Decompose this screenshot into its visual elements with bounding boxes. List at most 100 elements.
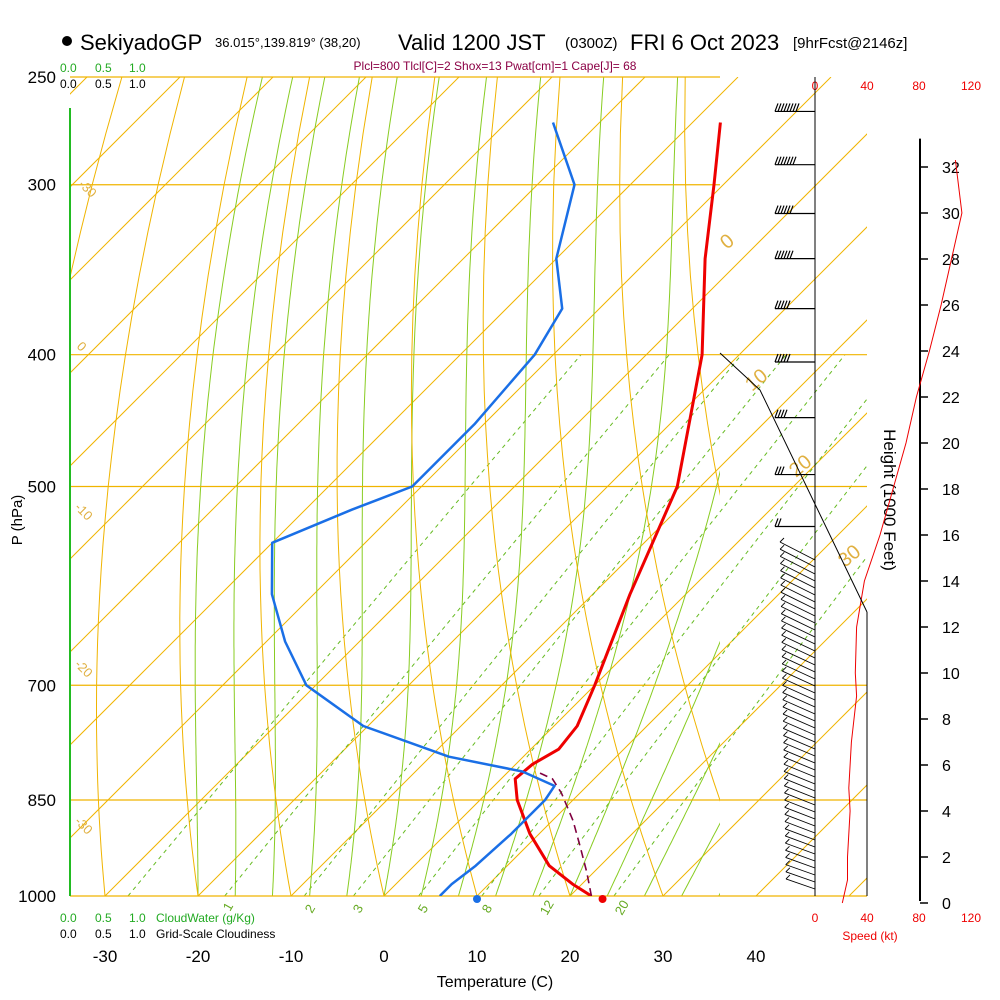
wind-barb-feather (783, 738, 788, 744)
cloudiness-tick-top: 0.0 (60, 77, 77, 91)
wind-barb-feather (779, 537, 785, 543)
moist-adiabat-line (383, 77, 440, 896)
temperature-trace (513, 122, 722, 896)
wind-barb-staff (785, 835, 816, 848)
dry-adiabat-line (552, 77, 664, 896)
wind-barb-feather (783, 731, 788, 736)
wind-barb-feather (780, 602, 786, 607)
surface-dewpoint-marker (473, 895, 481, 903)
station-coords: 36.015°,139.819° (38,20) (215, 35, 361, 50)
wind-barb-feather (782, 673, 787, 679)
moist-adiabat-line (457, 77, 542, 896)
wind-barb-feather (781, 638, 787, 643)
dry-adiabat-line (482, 77, 571, 896)
wind-barb-feather (777, 518, 782, 527)
wind-barb-feather (786, 353, 791, 363)
forecast-info: [9hrFcst@2146z] (793, 35, 907, 52)
dry-adiabat-line (684, 77, 720, 496)
wind-barb-staff (782, 684, 816, 701)
isotherm-line (476, 505, 867, 896)
wind-barb-feather (785, 838, 790, 844)
moist-adiabat-line (233, 77, 294, 896)
moist-adiabat-label: 30 (834, 541, 865, 572)
cloudiness-tick-top: 1.0 (129, 77, 146, 91)
wind-barb-feather (789, 103, 794, 112)
pressure-label: 400 (28, 346, 56, 365)
wind-barb-staff (785, 849, 816, 862)
wind-barb-feather (785, 853, 790, 858)
wind-barb-staff (780, 563, 816, 582)
wind-barb-feather (777, 156, 782, 165)
mixing-ratio-lines (127, 354, 867, 896)
cloudiness-tick-top: 0.5 (95, 77, 112, 91)
pressure-label: 1000 (18, 887, 56, 906)
dewpoint-trace (270, 122, 576, 896)
wind-barb-feather (780, 580, 786, 586)
cloudwater-tick-top: 1.0 (129, 61, 146, 75)
wind-barb-feather (783, 409, 788, 418)
wind-barb-feather (774, 103, 779, 112)
dry-adiabat-label: -30 (76, 177, 100, 201)
height-tick-label: 0 (942, 896, 951, 913)
wind-barb-staff (781, 613, 816, 631)
wind-barb-feather (783, 774, 789, 779)
wind-barb-feather (781, 645, 787, 650)
parcel-trace (536, 770, 593, 896)
cloudwater-tick-top: 0.5 (95, 61, 112, 75)
temperature-tick-label: -10 (279, 947, 304, 966)
wind-barb-feather (783, 767, 789, 772)
height-tick-label: 4 (942, 804, 951, 821)
pressure-label: 250 (28, 68, 56, 87)
wind-barb-feather (781, 630, 786, 636)
wind-barb-staff (780, 570, 816, 589)
wind-barb-feather (781, 623, 786, 629)
speed-tick-bottom: 40 (860, 911, 874, 925)
wind-barb-feather (782, 702, 788, 708)
dry-adiabat-line (96, 77, 185, 896)
height-tick-label: 20 (942, 436, 960, 453)
wind-barb-feather (783, 205, 788, 214)
moist-adiabat-line (194, 77, 263, 896)
wind-barb-feather (780, 566, 785, 571)
cloudiness-legend: Grid-Scale Cloudiness (156, 927, 275, 941)
wind-barb-staff (783, 735, 816, 750)
wind-barb-feather (782, 724, 788, 729)
wind-barb-staff (782, 713, 816, 729)
wind-barb-feather (785, 860, 791, 865)
pressure-label: 500 (28, 478, 56, 497)
panel-diagonal-edge (719, 352, 868, 613)
wind-barb-feather (781, 652, 787, 658)
wind-barb-staff (780, 591, 816, 610)
height-tick-label: 16 (942, 528, 960, 545)
pressure-axis-labels: 250 300 400 500 700 850 1000 (18, 68, 56, 906)
wind-barb-staff (785, 878, 816, 890)
wind-barb-feather (777, 250, 782, 259)
wind-barb-feather (783, 250, 788, 259)
wind-barb-feather (789, 250, 794, 259)
mixing-ratio-label: 12 (537, 897, 557, 917)
wind-barb-staff (780, 577, 816, 596)
dry-adiabat-label: -20 (72, 657, 96, 681)
wind-barb-feather (774, 353, 779, 363)
wind-barb-staff (779, 541, 816, 561)
moist-adiabat-line (346, 77, 398, 896)
wind-barb-staff (785, 857, 816, 869)
moist-adiabat-line (271, 77, 326, 896)
wind-barb-feather (792, 156, 797, 165)
temperature-tick-label: -20 (186, 947, 211, 966)
header: SekiyadoGP 36.015°,139.819° (38,20) Vali… (62, 30, 907, 73)
wind-barb-staff (780, 555, 816, 575)
isotherm-line (70, 77, 367, 374)
valid-time: Valid 1200 JST (398, 30, 546, 55)
wind-barb-staff (784, 799, 816, 813)
temperature-tick-label: 40 (747, 947, 766, 966)
wind-barb-feather (784, 824, 790, 830)
height-tick-label: 14 (942, 574, 960, 591)
wind-barb-feather (785, 845, 790, 851)
wind-barb-feather (783, 156, 788, 165)
wind-barb-feather (783, 353, 788, 363)
wind-barb-feather (792, 103, 797, 112)
height-tick-label: 2 (942, 850, 951, 867)
temperature-tick-label: 10 (468, 947, 487, 966)
dry-adiabat-line (619, 77, 720, 802)
